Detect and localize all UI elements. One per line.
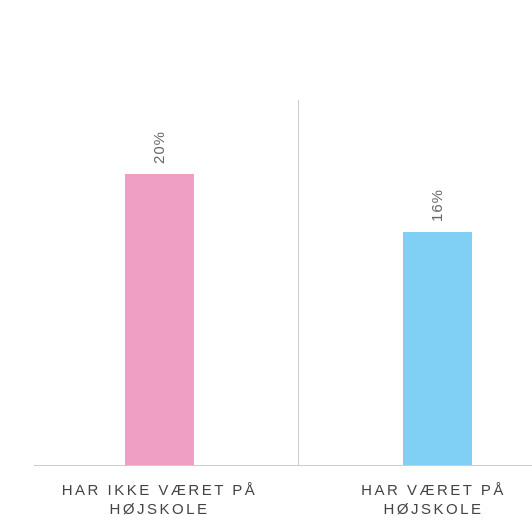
bar — [403, 232, 472, 465]
x-tick-label: HAR VÆRET PÅ HØJSKOLE — [361, 482, 506, 518]
divider — [298, 100, 299, 465]
value-label: 16% — [429, 189, 446, 223]
baseline — [34, 465, 532, 466]
x-tick-label: HAR IKKE VÆRET PÅ HØJSKOLE — [61, 482, 258, 518]
bar — [125, 174, 194, 465]
value-label: 20% — [151, 130, 168, 164]
